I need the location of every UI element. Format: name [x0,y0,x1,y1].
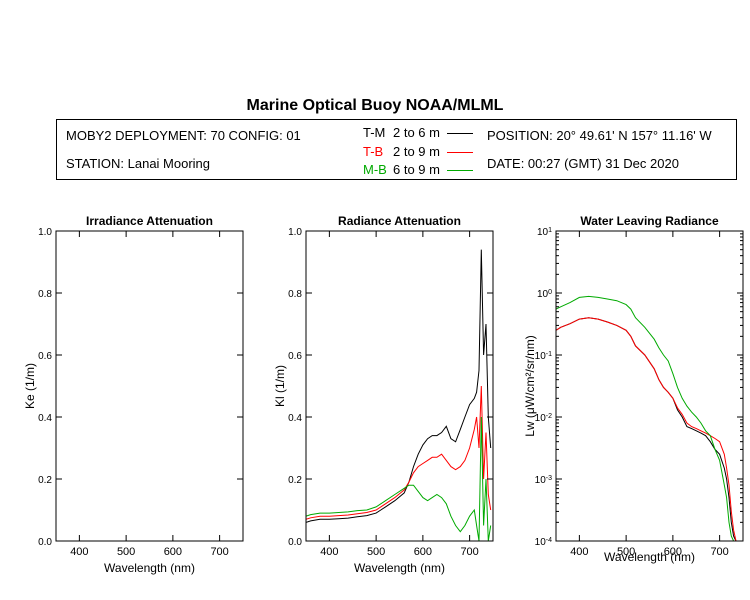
chart-1: Irradiance Attenuation 400 500 600 700 0.0 0.2… [23,214,244,575]
legend-line-tm [447,133,473,134]
y-tick-label: 0.0 [38,537,52,548]
legend-line-mb [447,170,473,171]
y-tick-label: 0.4 [38,413,52,424]
chart-2: Radiance Attenuation 400 500 600 700 0.0 0.2 0.… [273,214,494,575]
series-line-t-m [556,317,737,541]
x-axis-label: Wavelength (nm) [104,561,195,575]
y-tick-label: 1.0 [288,227,302,238]
x-tick-label: 400 [570,546,588,558]
y-tick-label: 0.6 [288,351,302,362]
x-axis-label: Wavelength (nm) [354,561,445,575]
y-axis-label: Kl (1/m) [273,365,287,407]
series-group [306,249,492,541]
x-tick-label: 700 [460,546,478,558]
series-group [556,295,737,541]
x-tick-label: 600 [414,546,432,558]
y-tick-label: 10-1 [535,351,552,363]
y-axis-label: Ke (1/m) [23,363,37,409]
position-text: POSITION: 20° 49.61' N 157° 11.16' W [487,128,712,143]
x-tick-label: 500 [117,546,135,558]
chart-title: Irradiance Attenuation [86,214,213,228]
series-line-m-b [556,295,736,541]
y-axis-label: Lw (μW/cm²/sr/nm) [523,335,537,437]
y-tick-label: 10-2 [535,413,552,425]
y-tick-label: 10-4 [535,537,552,549]
info-box: MOBY2 DEPLOYMENT: 70 CONFIG: 01 STATION:… [56,119,737,180]
x-tick-label: 700 [710,546,728,558]
y-tick-label: 0.6 [38,351,52,362]
series-line-t-b [556,317,737,541]
main-title: Marine Optical Buoy NOAA/MLML [246,97,504,114]
series-line-t-m [306,249,492,523]
legend-line-tb [447,152,473,153]
deployment-text: MOBY2 DEPLOYMENT: 70 CONFIG: 01 [66,128,301,143]
y-tick-label: 0.4 [288,413,302,424]
legend-label-mb: M-B [363,162,387,177]
series-line-m-b [306,416,492,541]
plot-frame [55,230,244,542]
legend-label-tm: T-M [363,125,386,140]
x-tick-label: 500 [367,546,385,558]
x-tick-label: 600 [664,546,682,558]
y-tick-label: 0.2 [288,475,302,486]
y-tick-label: 0.8 [288,289,302,300]
x-tick-label: 600 [164,546,182,558]
legend-range-tb: 2 to 9 m [393,144,440,159]
x-tick-label: 500 [617,546,635,558]
legend-range-tm: 2 to 6 m [393,125,440,140]
legend-label-tb: T-B [363,144,384,159]
date-text: DATE: 00:27 (GMT) 31 Dec 2020 [487,156,679,171]
y-tick-label: 0.8 [38,289,52,300]
plot-frame [305,230,494,542]
plot-frame [555,230,744,542]
legend-range-mb: 6 to 9 m [393,162,440,177]
y-tick-label: 1.0 [38,227,52,238]
y-tick-label: 10-3 [535,475,552,487]
y-tick-label: 100 [537,289,552,301]
y-tick-label: 0.0 [288,537,302,548]
y-tick-label: 0.2 [38,475,52,486]
chart-title: Water Leaving Radiance [580,214,719,228]
station-text: STATION: Lanai Mooring [66,156,211,171]
x-tick-label: 400 [320,546,338,558]
series-line-t-b [306,385,492,520]
chart-3: Water Leaving Radiance 400 500 600 700 101 100… [523,214,744,564]
chart-title: Radiance Attenuation [338,214,461,228]
x-tick-label: 700 [210,546,228,558]
x-axis-label: Wavelength (nm) [604,550,695,564]
y-tick-label: 101 [537,227,552,239]
x-tick-label: 400 [70,546,88,558]
